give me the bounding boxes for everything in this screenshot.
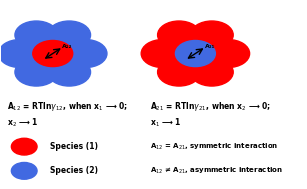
Circle shape	[190, 21, 233, 49]
Text: A$_{12}$ = RTln$\gamma$$_{12}$, when x$_1$ ⟶ 0;: A$_{12}$ = RTln$\gamma$$_{12}$, when x$_…	[7, 100, 128, 113]
Text: A$_{12}$ = A$_{21}$, symmetric interaction: A$_{12}$ = A$_{21}$, symmetric interacti…	[150, 142, 278, 152]
Circle shape	[48, 58, 91, 86]
Text: x$_1$ ⟶ 1: x$_1$ ⟶ 1	[150, 117, 181, 129]
Circle shape	[175, 40, 216, 67]
Text: A$_{21}$ = RTln$\gamma$$_{21}$, when x$_2$ ⟶ 0;: A$_{21}$ = RTln$\gamma$$_{21}$, when x$_…	[150, 100, 271, 113]
Text: Species (1): Species (1)	[50, 142, 98, 151]
Text: A$_{12}$ ≠ A$_{21}$, asymmetric interaction: A$_{12}$ ≠ A$_{21}$, asymmetric interact…	[150, 166, 283, 176]
Circle shape	[15, 21, 58, 49]
Circle shape	[207, 40, 250, 67]
Circle shape	[15, 58, 58, 86]
Circle shape	[141, 40, 184, 67]
Circle shape	[64, 40, 107, 67]
Circle shape	[157, 58, 200, 86]
Circle shape	[11, 163, 37, 179]
Text: Species (2): Species (2)	[50, 166, 98, 175]
Circle shape	[0, 40, 41, 67]
Circle shape	[33, 40, 73, 67]
Circle shape	[11, 138, 37, 155]
Text: A₁₂: A₁₂	[62, 44, 73, 49]
Text: x$_2$ ⟶ 1: x$_2$ ⟶ 1	[7, 117, 39, 129]
Circle shape	[190, 58, 233, 86]
Circle shape	[48, 21, 91, 49]
Circle shape	[157, 21, 200, 49]
Text: A₂₁: A₂₁	[205, 44, 215, 49]
